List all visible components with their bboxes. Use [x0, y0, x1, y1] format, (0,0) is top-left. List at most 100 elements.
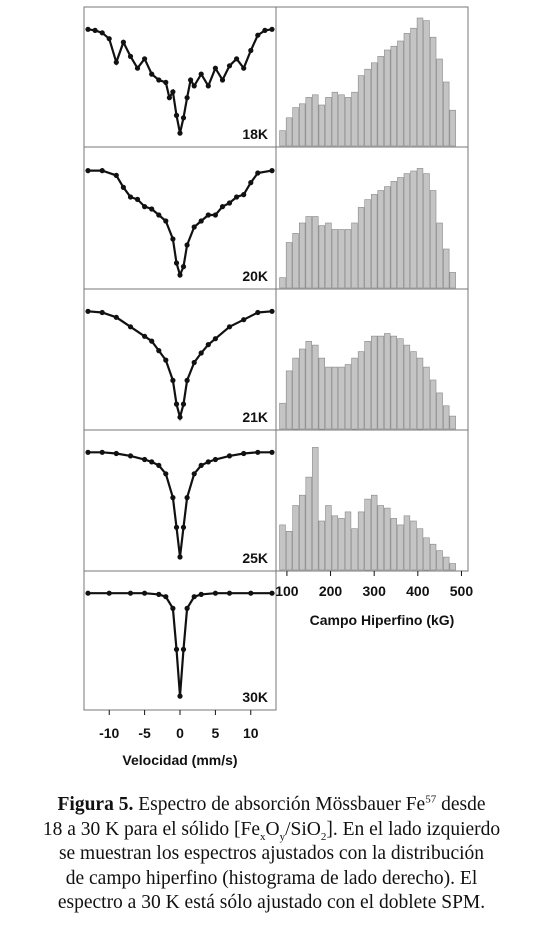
spectrum-data-point — [198, 71, 204, 77]
histogram-bar — [442, 81, 450, 147]
spectrum-data-point — [173, 646, 180, 653]
spectrum-data-point — [173, 112, 180, 118]
histogram-bar — [410, 170, 417, 289]
histogram-bar — [370, 494, 378, 571]
spectrum-data-point — [180, 646, 187, 653]
spectrum-data-point — [241, 65, 247, 71]
spectrum-data-point — [241, 317, 247, 323]
spectrum-data-point — [120, 184, 126, 190]
histogram-bar — [325, 366, 332, 430]
histogram-bar — [312, 344, 319, 430]
caption-line4: de campo hiperfino (histograma de lado d… — [65, 867, 478, 889]
histogram-bar — [298, 348, 306, 430]
spectrum-data-point — [177, 130, 183, 136]
spectrum-data-point — [163, 471, 169, 477]
spectrum-data-point — [226, 324, 233, 330]
histogram-bar — [292, 107, 299, 147]
spectrum-data-point — [180, 115, 187, 121]
spectrum-fit-line — [87, 310, 273, 422]
spectrum-data-point — [184, 377, 190, 383]
spectrum-data-point — [177, 554, 183, 560]
histogram-bar — [331, 91, 339, 147]
spectrum-data-point — [99, 30, 105, 36]
caption-line2-d: ]. En el lado izquierdo — [326, 818, 501, 840]
histogram-bar — [292, 233, 299, 289]
histogram-bar — [377, 505, 384, 571]
histogram-panel-frame — [275, 429, 469, 572]
histogram-bar — [292, 357, 299, 430]
field-tick-label: 100 — [275, 583, 299, 599]
histogram-bar — [449, 272, 456, 289]
histogram-bar — [318, 225, 325, 289]
figure-caption: Figura 5. Espectro de absorción Mössbaue… — [8, 793, 535, 916]
histogram-bar — [397, 40, 404, 147]
histogram-bar — [351, 357, 358, 430]
histogram-bar — [449, 109, 456, 147]
histogram-bar — [416, 357, 424, 430]
temperature-label: 21K — [242, 409, 268, 425]
spectrum-data-point — [184, 495, 190, 501]
spectrum-data-point — [248, 47, 254, 54]
spectrum-data-point — [248, 180, 254, 186]
histogram-bar — [344, 97, 352, 147]
histogram-bar — [410, 27, 417, 147]
spectrum-data-point — [269, 308, 275, 314]
histogram-bar — [338, 518, 345, 571]
spectrum-data-point — [173, 260, 180, 266]
spectrum-data-point — [212, 590, 218, 596]
field-tick-label: 500 — [450, 583, 474, 599]
spectrum-data-point — [198, 591, 204, 598]
spectrum-data-point — [142, 333, 148, 339]
spectrum-data-point — [85, 26, 91, 32]
spectrum-data-point — [205, 459, 211, 465]
histogram-bar — [338, 229, 345, 289]
histogram-bar — [442, 248, 450, 289]
spectrum-data-point — [163, 218, 169, 224]
caption-line1-text: Espectro de absorción Mössbauer Fe — [138, 794, 426, 815]
spectrum-data-point — [127, 453, 134, 459]
spectrum-data-point — [173, 524, 180, 530]
spectrum-data-point — [142, 456, 148, 463]
spectrum-data-point — [212, 456, 218, 463]
histogram-bar — [364, 68, 371, 147]
histogram-bar — [370, 335, 378, 430]
histogram-bar — [403, 33, 411, 147]
spectrum-data-point — [219, 204, 226, 210]
spectrum-data-point — [226, 200, 233, 206]
spectrum-data-point — [127, 53, 134, 60]
histogram-bar — [410, 351, 417, 430]
histogram-bar — [429, 36, 437, 147]
histogram-bar — [357, 351, 365, 430]
spectrum-fit-line — [88, 451, 272, 558]
histogram-bar — [344, 364, 352, 430]
spectrum-data-point — [241, 450, 247, 457]
spectrum-data-point — [234, 56, 240, 62]
spectrum-data-point — [113, 172, 119, 178]
spectrum-data-point — [149, 206, 155, 212]
spectrum-data-point — [234, 194, 240, 200]
histogram-bar — [312, 94, 319, 147]
spectrum-data-point — [255, 170, 261, 176]
spectrum-data-point — [177, 693, 183, 699]
spectrum-data-point — [226, 453, 233, 459]
spectrum-data-point — [163, 357, 169, 363]
histogram-bar — [357, 75, 365, 147]
histogram-bar — [331, 515, 339, 571]
spectrum-data-point — [177, 414, 183, 420]
field-tick-label: 400 — [406, 583, 430, 599]
spectrum-data-point — [198, 462, 204, 468]
spectrum-data-point — [149, 459, 155, 465]
spectrum-data-point — [205, 342, 211, 348]
field-tick-label: 200 — [319, 583, 343, 599]
spectrum-data-point — [99, 309, 105, 316]
spectrum-data-point — [149, 71, 155, 77]
mossbauer-figure: 18K 20K 21K 25K 30K -10 -5 0 5 10 Velocidad (mm/s)… — [83, 6, 474, 768]
spectrum-data-point — [269, 590, 275, 596]
spectrum-data-point — [198, 350, 204, 356]
histogram-bar — [357, 207, 365, 289]
histogram-bar — [423, 173, 430, 289]
spectrum-data-point — [212, 65, 218, 71]
spectrum-data-point — [184, 95, 190, 101]
histogram-bar — [423, 20, 430, 147]
spectrum-data-point — [219, 77, 226, 83]
